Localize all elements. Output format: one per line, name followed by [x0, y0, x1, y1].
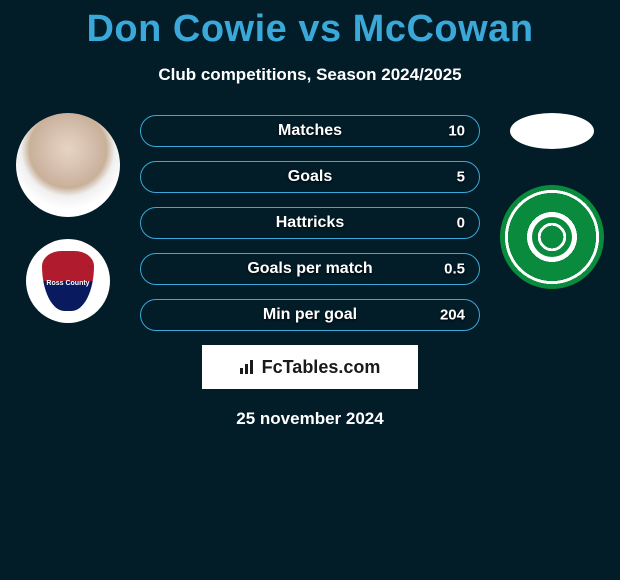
- stat-row-hattricks: Hattricks 0: [140, 207, 480, 239]
- club-left-crest: Ross County: [26, 239, 110, 323]
- stat-label: Min per goal: [141, 306, 479, 324]
- club-right-crest: [500, 185, 604, 289]
- stat-right-value: 0.5: [444, 261, 465, 278]
- club-left-crest-label: Ross County: [46, 280, 89, 287]
- stat-right-value: 10: [448, 123, 465, 140]
- stat-label: Goals: [141, 168, 479, 186]
- player-left-column: Ross County: [8, 113, 128, 323]
- stat-label: Goals per match: [141, 260, 479, 278]
- player-left-avatar: [16, 113, 120, 217]
- stat-right-value: 5: [457, 169, 465, 186]
- stat-row-goals-per-match: Goals per match 0.5: [140, 253, 480, 285]
- snapshot-date: 25 november 2024: [0, 409, 620, 429]
- stat-row-min-per-goal: Min per goal 204: [140, 299, 480, 331]
- club-left-crest-shield: Ross County: [42, 251, 94, 311]
- player-right-column: [492, 113, 612, 289]
- brand-label: FcTables.com: [262, 357, 381, 378]
- brand-badge[interactable]: FcTables.com: [202, 345, 418, 389]
- stats-list: Matches 10 Goals 5 Hattricks 0 Goals per…: [140, 113, 480, 331]
- stat-label: Hattricks: [141, 214, 479, 232]
- stat-row-goals: Goals 5: [140, 161, 480, 193]
- bar-chart-icon: [240, 360, 258, 374]
- comparison-panel: Ross County Matches 10 Goals 5 Hattricks…: [0, 113, 620, 331]
- stat-right-value: 204: [440, 307, 465, 324]
- stat-label: Matches: [141, 122, 479, 140]
- club-right-crest-inner: [532, 217, 572, 257]
- stat-right-value: 0: [457, 215, 465, 232]
- player-right-avatar: [510, 113, 594, 149]
- subtitle: Club competitions, Season 2024/2025: [0, 65, 620, 85]
- page-title: Don Cowie vs McCowan: [0, 0, 620, 51]
- stat-row-matches: Matches 10: [140, 115, 480, 147]
